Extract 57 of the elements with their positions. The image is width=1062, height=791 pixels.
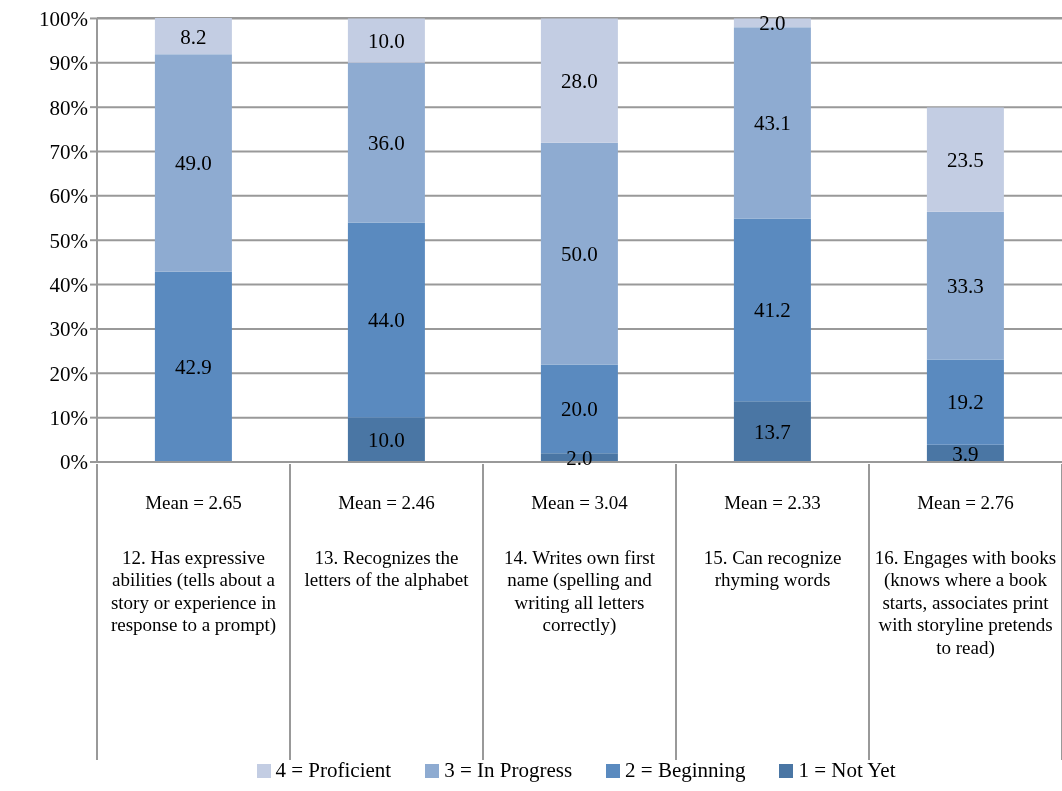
y-tick-label: 20% xyxy=(49,361,88,386)
bar xyxy=(926,107,1004,212)
bar xyxy=(540,18,618,143)
data-label: 41.2 xyxy=(754,298,791,323)
data-label: 10.0 xyxy=(368,428,405,453)
bar xyxy=(154,18,232,55)
bar xyxy=(347,417,425,462)
text: Mean = 2.76 xyxy=(916,492,1015,515)
x-tick-label: 14. Writes own first name (spelling and writing all letters correctly) xyxy=(503,546,656,637)
legend-label: 3 = In Progress xyxy=(444,758,573,783)
x-tick-label: 16. Engages with books (knows where a book starts, associates print with storyline pretends to read) xyxy=(873,546,1058,659)
data-label: 20.0 xyxy=(561,397,598,422)
x-tick-label: 12. Has expressive abilities (tells about a story or experience in response to a prompt) xyxy=(109,546,278,637)
legend-label: 1 = Not Yet xyxy=(798,758,896,783)
data-label: 50.0 xyxy=(561,241,598,266)
data-label: 23.5 xyxy=(947,148,984,173)
legend-label: 2 = Beginning xyxy=(625,758,746,783)
text: Mean = 2.33 xyxy=(723,492,822,515)
y-tick-label: 40% xyxy=(49,273,88,298)
text: Mean = 2.46 xyxy=(337,492,436,515)
y-tick-label: 80% xyxy=(49,95,88,120)
data-label: 2.0 xyxy=(759,11,786,36)
data-label: 33.3 xyxy=(947,274,984,299)
bar xyxy=(154,271,232,462)
y-tick-label: 50% xyxy=(49,228,88,253)
text: Mean = 2.65 xyxy=(144,492,243,515)
y-tick-label: 30% xyxy=(49,317,88,342)
data-label: 19.2 xyxy=(947,390,984,415)
x-tick-label: 15. Can recognize rhyming words xyxy=(702,546,843,592)
bar xyxy=(347,62,425,223)
y-tick-label: 0% xyxy=(60,450,88,475)
data-label: 3.9 xyxy=(952,441,979,466)
data-label: 8.2 xyxy=(180,24,207,49)
data-label: 36.0 xyxy=(368,130,405,155)
legend-label: 4 = Proficient xyxy=(275,758,392,783)
bar xyxy=(926,211,1004,360)
y-tick-label: 90% xyxy=(49,51,88,76)
bar xyxy=(347,222,425,418)
y-tick-label: 100% xyxy=(39,6,88,31)
data-label: 49.0 xyxy=(175,151,212,176)
data-label: 28.0 xyxy=(561,68,598,93)
bar xyxy=(733,218,811,402)
data-label: 10.0 xyxy=(368,28,405,53)
bar xyxy=(540,142,618,365)
x-tick-label: 13. Recognizes the letters of the alphabet xyxy=(303,546,470,592)
bar xyxy=(347,18,425,63)
data-label: 42.9 xyxy=(175,355,212,380)
bar xyxy=(733,401,811,462)
bar xyxy=(154,54,232,272)
y-tick-label: 10% xyxy=(49,406,88,431)
data-label: 43.1 xyxy=(754,111,791,136)
bar xyxy=(926,359,1004,445)
text: Mean = 3.04 xyxy=(530,492,629,515)
data-label: 44.0 xyxy=(368,308,405,333)
y-tick-label: 60% xyxy=(49,184,88,209)
data-label: 13.7 xyxy=(754,419,791,444)
y-tick-label: 70% xyxy=(49,139,88,164)
